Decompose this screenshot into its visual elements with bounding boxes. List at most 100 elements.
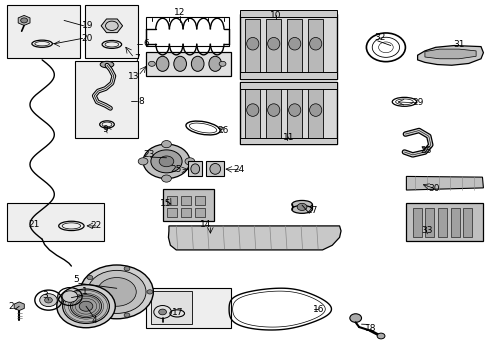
Text: 10: 10 <box>270 11 282 20</box>
Text: 9: 9 <box>102 125 108 134</box>
Text: 6: 6 <box>143 39 148 48</box>
Text: 11: 11 <box>282 133 294 142</box>
Text: 2: 2 <box>9 302 14 311</box>
Circle shape <box>20 18 27 23</box>
Circle shape <box>376 333 384 339</box>
Circle shape <box>161 175 171 182</box>
Circle shape <box>148 61 155 66</box>
Polygon shape <box>406 176 483 190</box>
Text: 28: 28 <box>419 146 431 155</box>
Bar <box>437 208 446 237</box>
Bar <box>412 208 421 237</box>
Ellipse shape <box>291 201 312 208</box>
Bar <box>6 203 104 241</box>
Circle shape <box>297 203 306 211</box>
Bar <box>266 87 281 140</box>
Bar <box>194 197 204 205</box>
Ellipse shape <box>100 61 114 68</box>
Bar <box>84 5 138 58</box>
Text: 26: 26 <box>216 126 228 135</box>
Ellipse shape <box>156 56 168 71</box>
Ellipse shape <box>209 163 220 174</box>
Circle shape <box>87 304 93 309</box>
Circle shape <box>161 140 171 148</box>
Bar <box>146 17 228 45</box>
Bar <box>425 208 433 237</box>
Text: 18: 18 <box>364 324 375 333</box>
Bar <box>287 19 302 75</box>
Ellipse shape <box>246 104 258 116</box>
Circle shape <box>40 294 57 307</box>
Circle shape <box>87 270 146 314</box>
Text: 22: 22 <box>90 221 101 230</box>
Circle shape <box>219 61 225 66</box>
Text: 23: 23 <box>143 150 155 159</box>
Bar <box>162 189 213 221</box>
Ellipse shape <box>288 104 300 116</box>
Ellipse shape <box>309 37 321 50</box>
Bar <box>308 87 323 140</box>
Text: 15: 15 <box>160 199 171 208</box>
Text: 29: 29 <box>411 98 423 107</box>
Polygon shape <box>101 19 122 33</box>
Text: 19: 19 <box>81 21 93 30</box>
Text: 30: 30 <box>427 184 439 193</box>
Text: 31: 31 <box>452 40 464 49</box>
Circle shape <box>124 266 130 271</box>
Text: 17: 17 <box>171 308 183 317</box>
Text: 24: 24 <box>233 166 244 175</box>
Polygon shape <box>168 226 340 250</box>
Ellipse shape <box>291 206 312 213</box>
Text: 21: 21 <box>28 220 40 229</box>
Ellipse shape <box>288 37 300 50</box>
Bar <box>151 291 192 324</box>
Bar <box>146 51 231 76</box>
Bar <box>406 203 483 241</box>
Circle shape <box>124 313 130 317</box>
Bar <box>239 138 336 144</box>
Circle shape <box>349 314 361 322</box>
Text: 12: 12 <box>174 8 185 17</box>
Circle shape <box>87 275 93 280</box>
Bar <box>167 208 177 217</box>
Text: 3: 3 <box>42 291 48 300</box>
Circle shape <box>44 297 52 303</box>
Circle shape <box>147 290 153 294</box>
Text: 14: 14 <box>200 220 211 229</box>
Bar <box>239 82 336 89</box>
Bar <box>245 87 260 140</box>
Text: 20: 20 <box>81 34 93 43</box>
Bar <box>239 82 336 144</box>
Bar <box>206 161 223 176</box>
Circle shape <box>70 295 102 318</box>
Bar <box>239 10 336 17</box>
Text: 16: 16 <box>312 305 324 314</box>
Ellipse shape <box>208 56 221 71</box>
Circle shape <box>62 289 109 323</box>
Text: 32: 32 <box>374 33 385 42</box>
Bar <box>188 161 202 176</box>
Circle shape <box>159 156 173 167</box>
Ellipse shape <box>267 37 279 50</box>
Ellipse shape <box>173 56 186 71</box>
Polygon shape <box>424 49 475 59</box>
Bar <box>194 208 204 217</box>
Text: 4: 4 <box>91 316 97 325</box>
Bar <box>266 19 281 75</box>
Ellipse shape <box>246 37 258 50</box>
Text: 33: 33 <box>421 226 432 235</box>
Ellipse shape <box>267 104 279 116</box>
Text: 25: 25 <box>170 166 182 175</box>
Bar <box>450 208 459 237</box>
Bar <box>308 19 323 75</box>
Bar <box>239 14 336 79</box>
Bar <box>181 197 190 205</box>
Bar <box>146 288 231 328</box>
Ellipse shape <box>190 164 199 174</box>
Circle shape <box>143 144 189 179</box>
Polygon shape <box>18 15 30 26</box>
Polygon shape <box>417 45 483 65</box>
Bar <box>6 5 80 58</box>
Polygon shape <box>14 302 24 311</box>
Bar <box>287 87 302 140</box>
